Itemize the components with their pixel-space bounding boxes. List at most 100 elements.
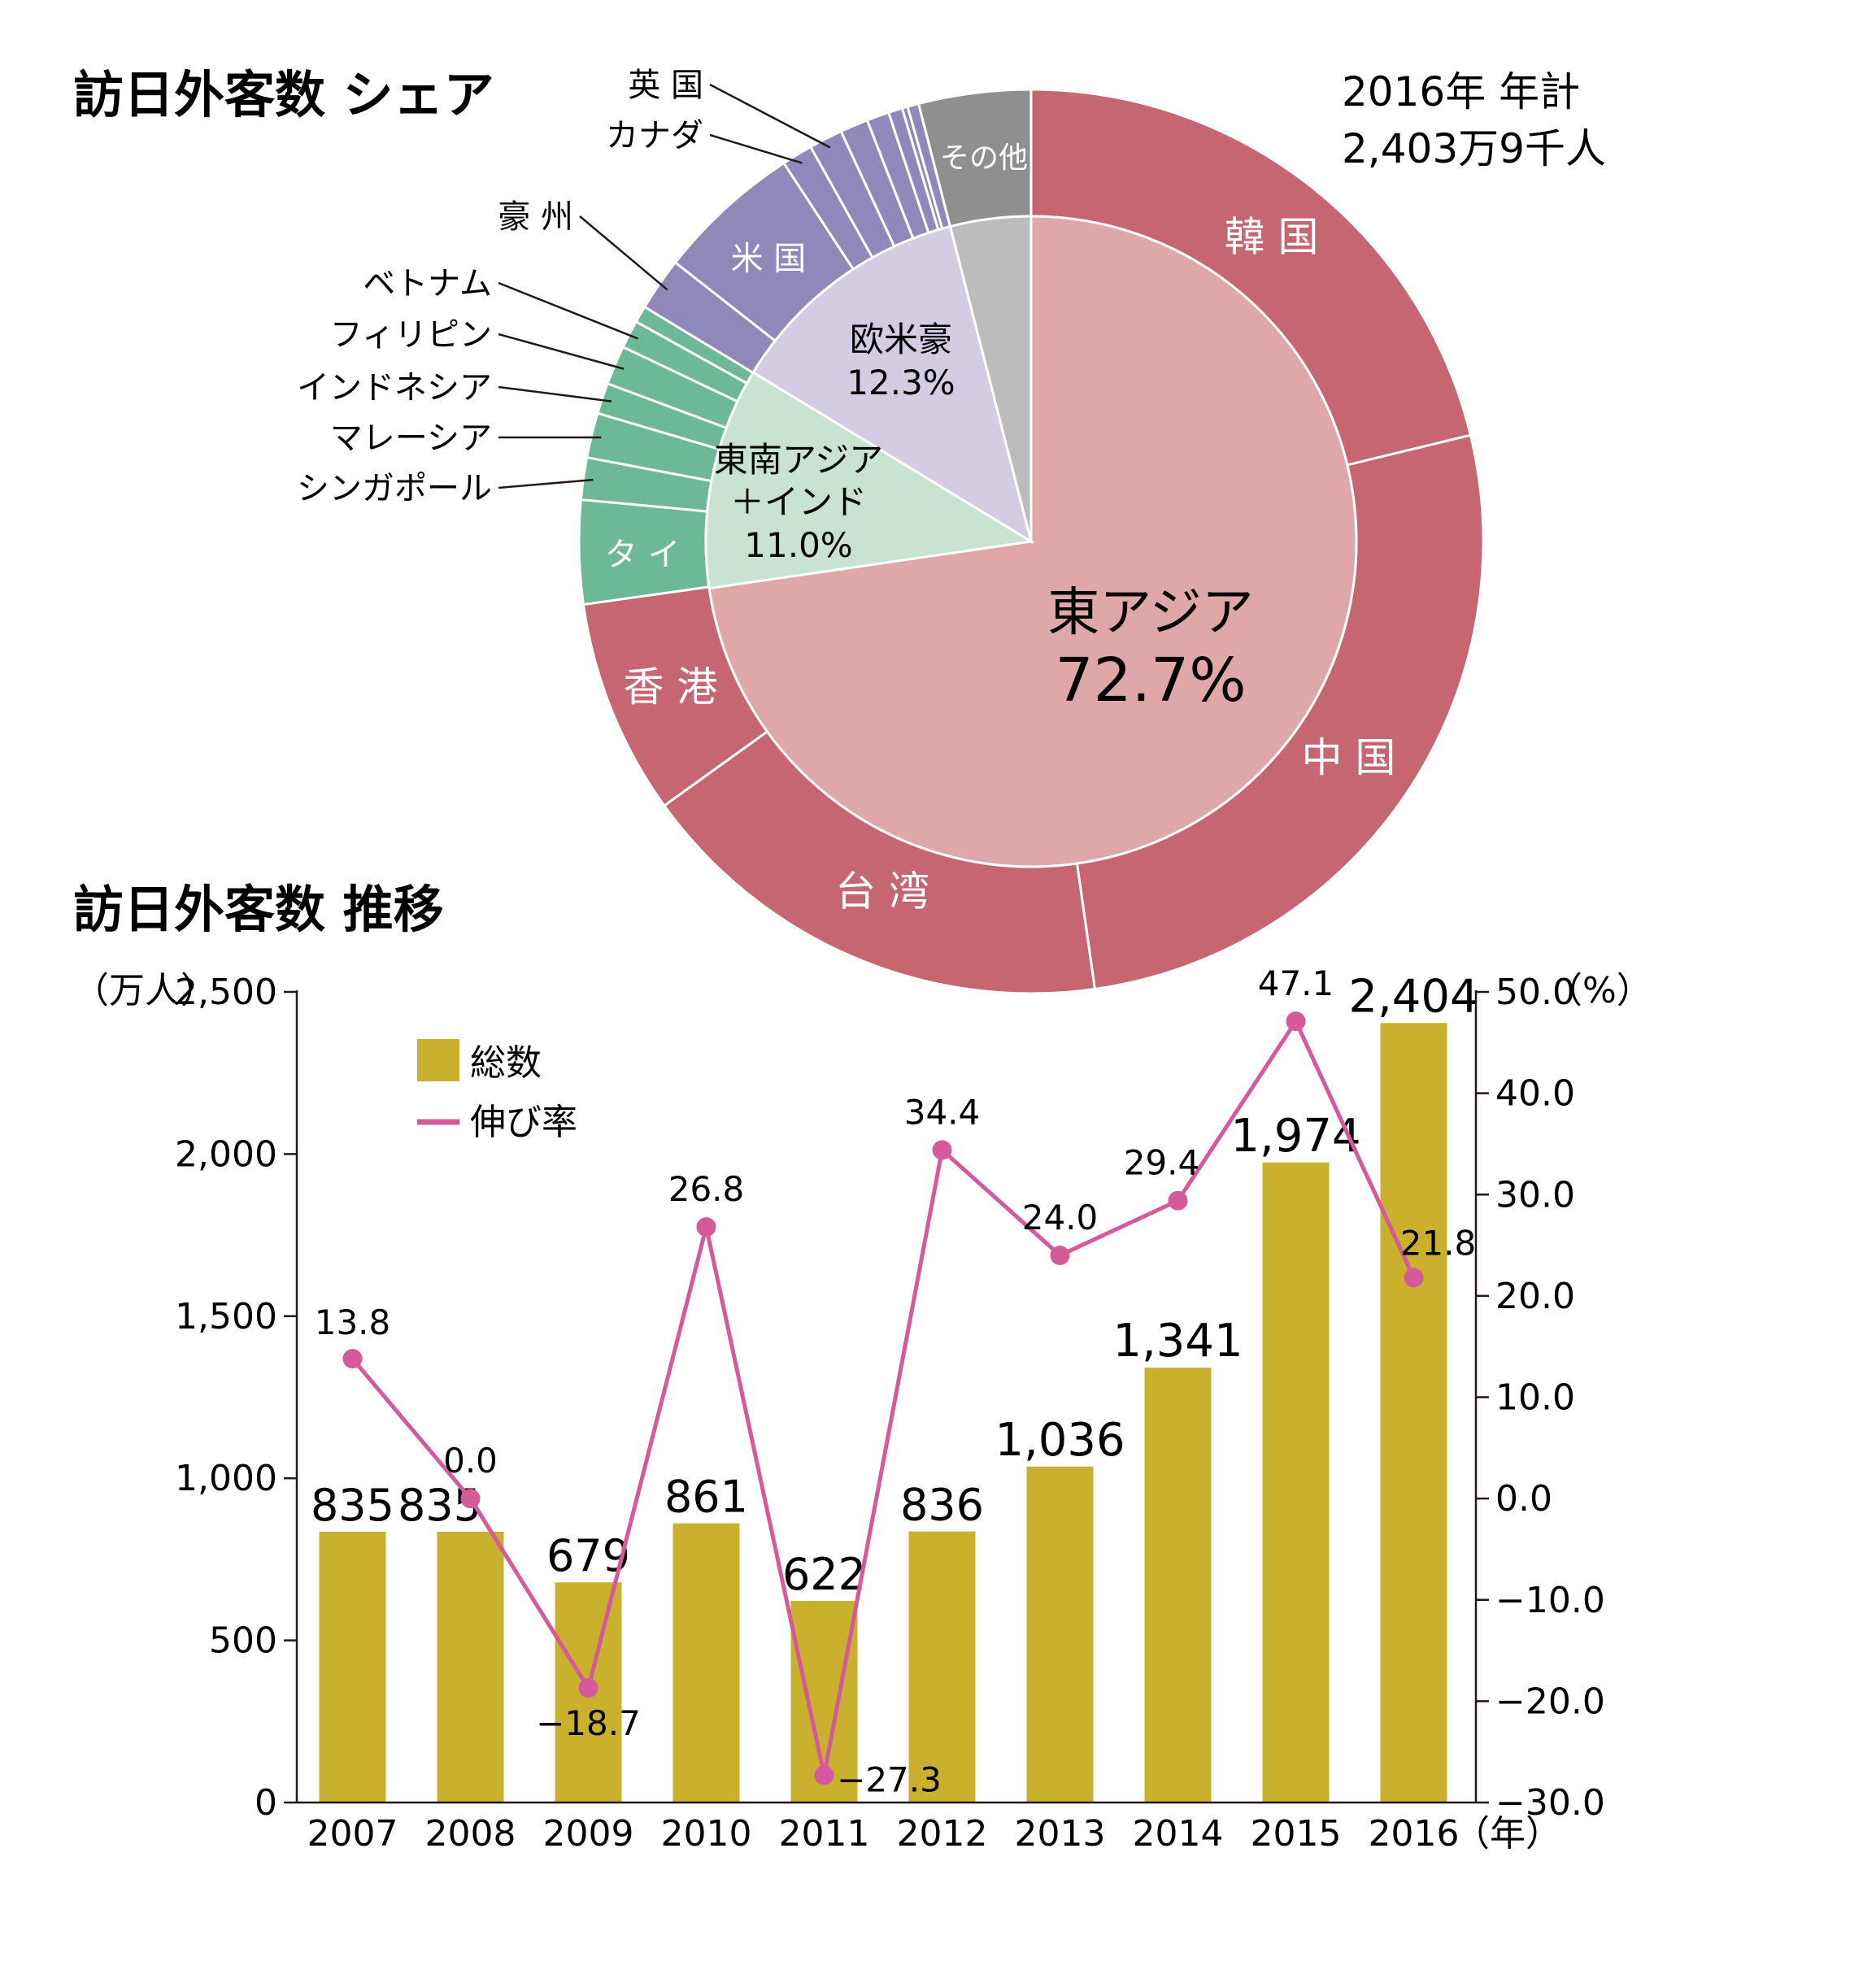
x-tick-label: 2008 [425, 1813, 516, 1855]
growth-line-series: 13.8 0.0 −18.7 26.8 −27.3 34.4 24.0 29.4 47.1 21.… [315, 963, 1477, 1799]
growth-label: 21.8 [1400, 1223, 1477, 1263]
y2-tick-label: 0.0 [1495, 1478, 1552, 1520]
callout-ベトナム: ベトナム [363, 265, 492, 302]
legend-bar-swatch [417, 1039, 459, 1081]
growth-label: 29.4 [1124, 1143, 1200, 1183]
growth-point [342, 1349, 363, 1369]
y-axis-unit: （万人） [73, 970, 216, 1011]
x-axis-unit: （年） [1454, 1813, 1561, 1855]
growth-label: 26.8 [668, 1169, 745, 1209]
y-tick-label: 0 [255, 1782, 277, 1824]
bar-label: 861 [664, 1472, 748, 1523]
y2-tick-label: −20.0 [1495, 1681, 1605, 1722]
y2-tick-label: 10.0 [1495, 1377, 1575, 1419]
donut-labels: 韓 国中 国台 湾香 港タ イ米 国その他東アジア72.7%東南アジア＋インド1… [297, 67, 1395, 915]
growth-label: −18.7 [536, 1703, 641, 1743]
growth-label: 0.0 [443, 1441, 498, 1481]
bar-label: 2,404 [1348, 970, 1478, 1023]
x-tick-label: 2012 [897, 1813, 988, 1855]
ring-label-韓国: 韓 国 [1225, 213, 1319, 260]
growth-point [1050, 1246, 1070, 1266]
y-tick-label: 2,500 [175, 972, 277, 1013]
callout-シンガポール: シンガポール [297, 470, 492, 507]
growth-line [350, 1017, 1416, 1776]
period-label: 2016年 年計 [1342, 68, 1580, 115]
y2-tick-label: −30.0 [1495, 1782, 1605, 1824]
bar-2013 [1026, 1466, 1094, 1803]
bar-label: 836 [900, 1480, 984, 1531]
x-tick-label: 2015 [1251, 1813, 1342, 1855]
x-tick-label: 2014 [1133, 1813, 1224, 1855]
ring-label-台湾: 台 湾 [835, 868, 929, 915]
y-tick-label: 2,000 [175, 1133, 277, 1175]
axes: 0 500 1,000 1,500 2,000 2,500 −30.0 −20.0 −10.0 0… [175, 972, 1605, 1855]
bar-label: 1,341 [1112, 1315, 1243, 1368]
growth-point [460, 1489, 481, 1509]
callout-豪州: 豪 州 [498, 198, 573, 236]
x-tick-label: 2009 [543, 1813, 634, 1855]
growth-label: 13.8 [315, 1302, 391, 1342]
total-label: 2,403万9千人 [1342, 125, 1606, 172]
y2-axis-unit: （%） [1547, 970, 1652, 1011]
callout-フィリピン: フィリピン [330, 316, 492, 354]
growth-point [696, 1217, 716, 1237]
x-tick-label: 2007 [307, 1813, 398, 1855]
ring-label-other: その他 [940, 141, 1028, 175]
growth-point [578, 1678, 598, 1698]
y2-tick-label: 30.0 [1495, 1174, 1575, 1215]
ring-label-香港: 香 港 [624, 663, 718, 711]
inner-segment-3 [948, 215, 1033, 542]
y2-tick-label: 40.0 [1495, 1073, 1575, 1115]
leader-line-フィリピン [498, 333, 625, 370]
inner-pct-west: 12.3% [847, 363, 955, 402]
growth-label: −27.3 [837, 1759, 942, 1799]
x-tick-label: 2011 [779, 1813, 870, 1855]
growth-point [1404, 1268, 1424, 1288]
inner-pct-east-asia: 72.7% [1055, 646, 1246, 715]
bar-2012 [908, 1531, 976, 1803]
bar-2010 [672, 1523, 740, 1803]
y2-tick-label: 50.0 [1495, 972, 1575, 1013]
leader-line-シンガポール [498, 478, 594, 489]
growth-label: 47.1 [1258, 963, 1334, 1003]
inner-pct-sea: 11.0% [744, 525, 852, 565]
legend-line-label: 伸び率 [470, 1102, 577, 1143]
growth-label: 34.4 [904, 1092, 981, 1132]
x-tick-label: 2010 [661, 1813, 752, 1855]
inner-segment-2 [751, 224, 1034, 545]
ring-label-米国: 米 国 [731, 241, 807, 278]
callout-カナダ: カナダ [606, 117, 703, 154]
bar-2008 [437, 1532, 504, 1803]
y-tick-label: 1,500 [175, 1296, 277, 1337]
inner-label-sea-1: 東南アジア [714, 440, 883, 480]
bar-2016 [1380, 1023, 1447, 1803]
share-title: 訪日外客数 シェア [73, 65, 494, 124]
trend-title: 訪日外客数 推移 [73, 880, 444, 939]
inner-label-east-asia: 東アジア [1047, 583, 1253, 643]
y2-tick-label: 20.0 [1495, 1276, 1575, 1317]
callout-インドネシア: インドネシア [297, 369, 492, 407]
growth-label: 24.0 [1022, 1198, 1099, 1237]
legend-bar-label: 総数 [470, 1042, 542, 1084]
x-tick-label: 2016 [1369, 1813, 1460, 1855]
inner-label-sea-2: ＋インド [730, 482, 867, 522]
leader-line-豪州 [579, 215, 668, 291]
inner-segment-1 [704, 371, 1035, 590]
y-tick-label: 500 [209, 1620, 277, 1662]
bar-2007 [319, 1532, 386, 1803]
ring-label-タイ: タ イ [605, 536, 681, 573]
growth-point [1286, 1011, 1306, 1032]
inner-label-west: 欧米豪 [850, 320, 952, 359]
growth-point [1168, 1190, 1188, 1211]
x-tick-label: 2013 [1015, 1813, 1106, 1855]
leader-line-インドネシア [498, 385, 612, 402]
bar-2014 [1144, 1368, 1212, 1803]
bar-label: 835 [311, 1480, 394, 1531]
callout-英国: 英 国 [628, 67, 703, 104]
y2-tick-label: −10.0 [1495, 1580, 1605, 1621]
callout-マレーシア: マレーシア [330, 420, 492, 457]
leader-line-カナダ [709, 133, 803, 164]
ring-label-中国: 中 国 [1301, 734, 1395, 781]
donut-inner-pie [704, 215, 1358, 868]
